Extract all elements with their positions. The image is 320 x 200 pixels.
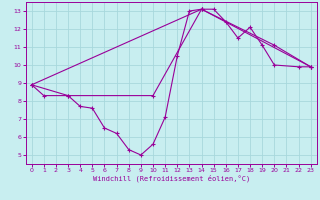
- X-axis label: Windchill (Refroidissement éolien,°C): Windchill (Refroidissement éolien,°C): [92, 175, 250, 182]
